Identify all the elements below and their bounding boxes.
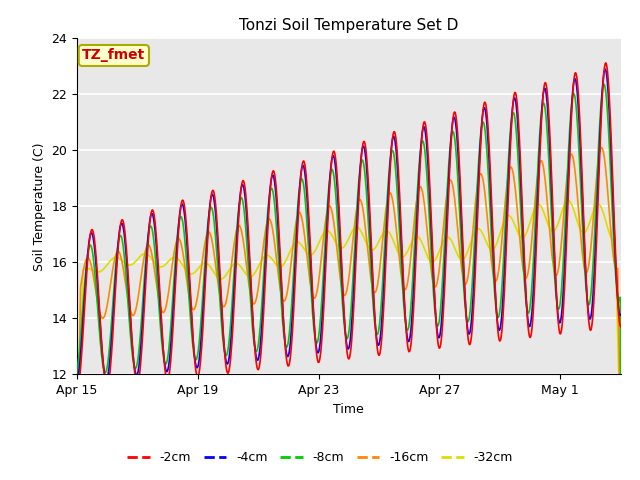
Text: TZ_fmet: TZ_fmet xyxy=(82,48,145,62)
Title: Tonzi Soil Temperature Set D: Tonzi Soil Temperature Set D xyxy=(239,18,458,33)
Legend: -2cm, -4cm, -8cm, -16cm, -32cm: -2cm, -4cm, -8cm, -16cm, -32cm xyxy=(122,446,518,469)
Y-axis label: Soil Temperature (C): Soil Temperature (C) xyxy=(33,142,45,271)
X-axis label: Time: Time xyxy=(333,403,364,416)
